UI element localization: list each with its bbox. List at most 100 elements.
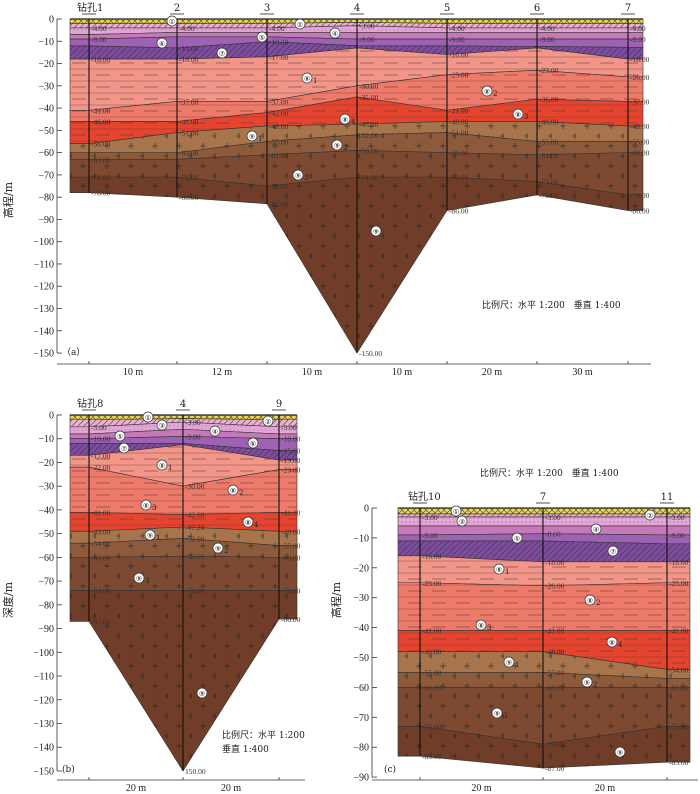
depth-label: -18.00 xyxy=(545,558,565,567)
layer-marker-circle xyxy=(118,442,130,454)
depth-label: -55.00 xyxy=(281,542,301,551)
layer-marker-circle xyxy=(581,676,593,688)
depth-label: -51.00 xyxy=(179,129,199,138)
y-tick-label: −30 xyxy=(353,593,369,604)
y-tick-label: −70 xyxy=(38,170,54,181)
spacing-label: 20 m xyxy=(482,367,503,378)
layer-marker-circle xyxy=(590,523,602,535)
depth-label: -55.00 xyxy=(539,137,559,146)
depth-label: -46.00 xyxy=(539,117,559,126)
depth-label: -60.00 xyxy=(630,149,650,158)
panel-tag: (c) xyxy=(384,764,396,775)
depth-label: -60.00 xyxy=(449,149,469,158)
spacing-label: 20 m xyxy=(126,783,147,794)
layer-marker: ⑨ xyxy=(199,690,205,698)
depth-label: -26.00 xyxy=(630,73,650,82)
depth-label: -9.00 xyxy=(91,35,107,44)
layer-7-pattern xyxy=(398,540,690,562)
layer-marker-circle xyxy=(144,529,156,541)
depth-label: -87.00 xyxy=(91,617,111,626)
depth-label: -49.00 xyxy=(91,527,111,536)
depth-label: -9.00 xyxy=(359,35,375,44)
depth-label: -83.00 xyxy=(269,200,289,209)
depth-label: -9.00 xyxy=(630,35,646,44)
layer-marker: ④ xyxy=(212,428,218,436)
layer-marker-sub: 2 xyxy=(224,547,228,555)
depth-label: -79.00 xyxy=(539,191,559,200)
depth-label: -10.00 xyxy=(281,435,301,444)
depth-label: -18.00 xyxy=(179,55,199,64)
borehole-name: 4 xyxy=(180,399,186,410)
layer-marker-sub: 1 xyxy=(156,534,160,542)
depth-label: -86.00 xyxy=(449,207,469,216)
y-tick-label: −150 xyxy=(33,349,54,360)
depth-label: -55.00 xyxy=(422,668,442,677)
depth-label: -55.00 xyxy=(269,137,289,146)
layer-marker-circle xyxy=(212,542,224,554)
layer-marker: ⑨ xyxy=(215,545,221,553)
depth-label: -25.00 xyxy=(669,579,689,588)
borehole-name: 4 xyxy=(354,3,360,14)
panel-tag: （a） xyxy=(62,347,85,358)
bottom-depth-label: 150.00 xyxy=(185,767,206,776)
layer-marker: ⑨ xyxy=(584,679,590,687)
layer-marker: ⑤ xyxy=(117,433,123,441)
borehole-name: 钻孔10 xyxy=(408,490,441,503)
layer-marker: ③ xyxy=(459,518,465,526)
layer-marker-circle xyxy=(491,707,503,719)
depth-label: -73.00 xyxy=(669,722,689,731)
layer-marker: ② xyxy=(297,21,303,29)
borehole-name: 11 xyxy=(661,492,674,503)
layer-marker: ⑨ xyxy=(373,228,379,236)
y-tick-label: −110 xyxy=(34,259,54,270)
layer-marker-sub: 3 xyxy=(524,113,528,121)
depth-label: -4.00 xyxy=(91,24,107,33)
depth-label: -9.00 xyxy=(449,35,465,44)
layer-marker-sub: 2 xyxy=(593,681,597,689)
y-tick-label: −10 xyxy=(38,37,54,48)
layer-marker-circle xyxy=(133,572,145,584)
layer-marker: ⑤ xyxy=(259,34,265,42)
depth-label: -61.00 xyxy=(269,151,289,160)
layer-marker-circle xyxy=(503,656,515,668)
section-a: 钻孔1 -4.00 -9.00 -18.00 -41.00 -46.00 -56.00 -63… xyxy=(1,1,651,378)
depth-label: -10.20 xyxy=(269,38,289,47)
depth-label: -46.00 xyxy=(449,117,469,126)
layer-marker-circle xyxy=(644,509,656,521)
depth-label: -46.00 xyxy=(179,117,199,126)
layer-marker-circle xyxy=(475,619,487,631)
layer-marker-sub: 2 xyxy=(343,144,347,152)
borehole-name: 6 xyxy=(534,3,540,14)
depth-label: -73.00 xyxy=(422,722,442,731)
layer-marker-circle xyxy=(606,636,618,648)
depth-label: -15.00 xyxy=(281,447,301,456)
depth-label: -18.00 xyxy=(91,55,111,64)
y-tick-label: 0 xyxy=(49,411,54,422)
y-tick-label: −20 xyxy=(353,563,369,574)
layer-marker: ⑦ xyxy=(610,548,616,556)
depth-label: -22.00 xyxy=(91,463,111,472)
depth-label: -61.00 xyxy=(539,151,559,160)
layer-marker: ⑧ xyxy=(478,622,484,630)
depth-label: -25.00 xyxy=(422,579,442,588)
y-tick-label: −110 xyxy=(34,672,54,683)
depth-label: -42.00 xyxy=(185,511,205,520)
y-axis-label: 深度/m xyxy=(1,581,15,618)
borehole-name: 5 xyxy=(444,3,450,14)
layer-marker: ⑨ xyxy=(617,749,623,757)
y-tick-label: −130 xyxy=(33,719,54,730)
depth-label: -4.00 xyxy=(179,24,195,33)
layer-marker-circle xyxy=(242,516,254,528)
depth-label: -60.00 xyxy=(281,553,301,562)
depth-label: -3.00 xyxy=(669,513,685,522)
layer-marker-circle xyxy=(114,430,126,442)
layer-marker-sub: 2 xyxy=(239,489,243,497)
layer-marker-sub: 3 xyxy=(145,577,149,585)
layer-marker: ⑨ xyxy=(494,710,500,718)
layer-marker-sub: 1 xyxy=(258,135,262,143)
depth-label: -4.00 xyxy=(630,24,646,33)
depth-label: -86.00 xyxy=(281,615,301,624)
layer-8-2-pattern xyxy=(398,582,690,631)
y-tick-label: −60 xyxy=(38,148,54,159)
